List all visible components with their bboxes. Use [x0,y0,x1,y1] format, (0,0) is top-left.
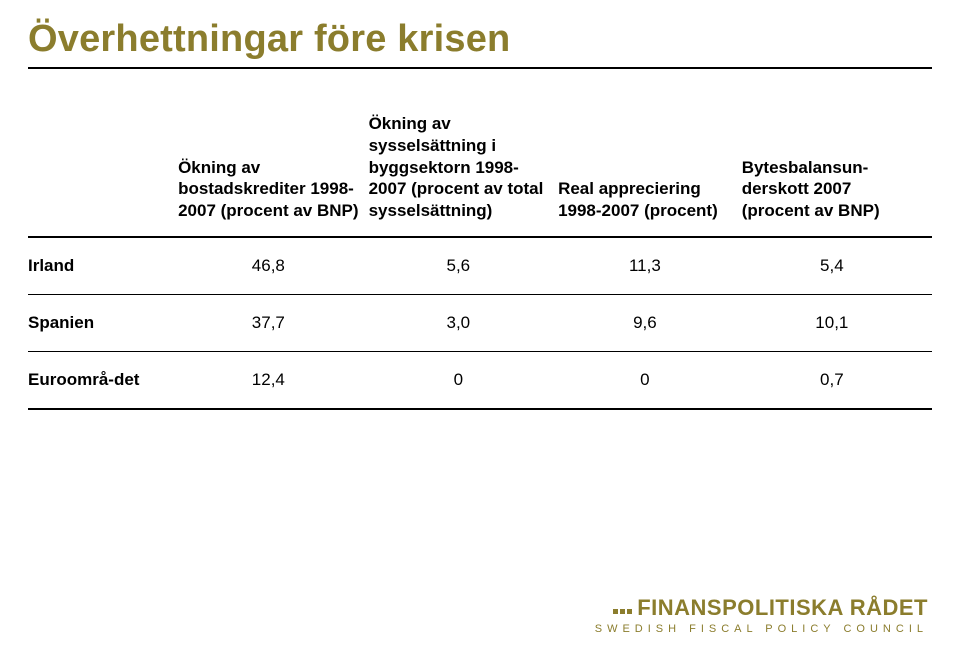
cell: 5,6 [369,237,558,295]
header-blank [28,103,178,237]
cell: 37,7 [178,294,369,351]
table-head: Ökning av bostadskrediter 1998-2007 (pro… [28,103,932,237]
header-col-2: Ökning av sysselsättning i byggsektorn 1… [369,103,558,237]
footer-logo: FINANSPOLITISKA RÅDET SWEDISH FISCAL POL… [595,594,928,635]
cell: 9,6 [558,294,742,351]
header-row: Ökning av bostadskrediter 1998-2007 (pro… [28,103,932,237]
logo-main-text: FINANSPOLITISKA RÅDET [637,595,928,620]
row-label: Spanien [28,294,178,351]
table-body: Irland 46,8 5,6 11,3 5,4 Spanien 37,7 3,… [28,237,932,409]
row-label: Euroområ-det [28,351,178,409]
logo-dots-icon [613,594,634,620]
table-row: Spanien 37,7 3,0 9,6 10,1 [28,294,932,351]
logo-main: FINANSPOLITISKA RÅDET [595,594,928,621]
header-col-3: Real appreciering 1998-2007 (procent) [558,103,742,237]
slide: Överhettningar före krisen Ökning av bos… [0,0,960,657]
data-table: Ökning av bostadskrediter 1998-2007 (pro… [28,103,932,410]
header-col-4: Bytesbalansun-derskott 2007 (procent av … [742,103,932,237]
cell: 10,1 [742,294,932,351]
logo-sub-text: SWEDISH FISCAL POLICY COUNCIL [595,623,928,635]
cell: 0 [369,351,558,409]
table-row: Irland 46,8 5,6 11,3 5,4 [28,237,932,295]
cell: 46,8 [178,237,369,295]
cell: 0,7 [742,351,932,409]
table-row: Euroområ-det 12,4 0 0 0,7 [28,351,932,409]
title-rule [28,67,932,69]
cell: 3,0 [369,294,558,351]
header-col-1: Ökning av bostadskrediter 1998-2007 (pro… [178,103,369,237]
cell: 5,4 [742,237,932,295]
row-label: Irland [28,237,178,295]
cell: 11,3 [558,237,742,295]
page-title: Överhettningar före krisen [28,18,932,61]
cell: 0 [558,351,742,409]
cell: 12,4 [178,351,369,409]
